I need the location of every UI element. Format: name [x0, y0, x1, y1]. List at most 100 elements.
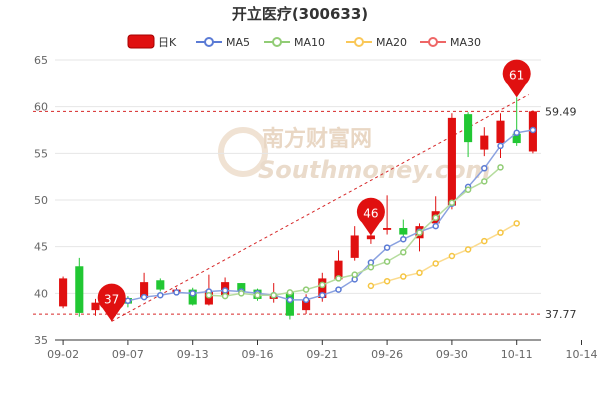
pin-shape [502, 59, 531, 98]
legend-dot-ma5 [204, 37, 214, 47]
legend-item-ma20[interactable]: MA20 [346, 36, 407, 49]
y-tick-label: 50 [34, 194, 48, 207]
candle-10-14 [464, 112, 473, 158]
ma20-point [400, 273, 407, 280]
legend-label-ma30: MA30 [450, 36, 481, 49]
ma10-point [481, 178, 488, 185]
candle-body [512, 133, 521, 144]
candle-body [91, 302, 100, 311]
ma10-point [351, 271, 358, 278]
max-price-label: 59.49 [545, 105, 577, 118]
pin-label: 46 [363, 206, 378, 220]
ma10-point [367, 263, 375, 271]
price-pin-46: 46 [356, 197, 385, 236]
legend-label-日k: 日K [158, 36, 177, 49]
candle-body [59, 278, 68, 307]
candle-09-28 [350, 226, 359, 261]
ma5-point [319, 291, 326, 299]
legend-item-ma30[interactable]: MA30 [420, 36, 481, 49]
ma5-point [189, 290, 196, 297]
candle-body [366, 235, 375, 240]
candle-body [188, 289, 197, 305]
candle-body [334, 260, 343, 280]
pin-shape [356, 197, 385, 236]
y-tick-label: 35 [34, 334, 48, 347]
x-tick-label: 09-21 [306, 348, 338, 361]
ma20-point [481, 237, 488, 245]
ma5-point [432, 222, 439, 230]
ma20-point [383, 277, 391, 285]
price-pin-61: 61 [502, 59, 531, 98]
ma5-point [513, 129, 520, 137]
x-axis: 09-02 09-07 09-13 09-16 09-21 09-26 09-30 10-11… [47, 339, 598, 361]
candle-10-13 [447, 113, 456, 210]
ma10-point [432, 214, 439, 221]
ma10-point [286, 289, 294, 296]
chart-legend[interactable]: 日K MA5 MA10 MA20 MA30 [127, 34, 481, 49]
y-tick-label: 55 [34, 147, 48, 160]
legend-item-日k[interactable]: 日K [127, 34, 177, 49]
x-tick-label: 09-30 [436, 348, 468, 361]
ma20-line [370, 222, 518, 287]
legend-item-ma5[interactable]: MA5 [196, 36, 250, 49]
x-tick-label: 09-07 [112, 348, 144, 361]
ma5-point [497, 142, 504, 150]
x-tick-label: 10-14 [566, 348, 598, 361]
ma10-point [416, 229, 423, 236]
ma5-point [140, 293, 148, 301]
pin-shape [97, 283, 126, 322]
candle-body [480, 135, 489, 150]
y-tick-label: 45 [34, 241, 48, 254]
candle-body [75, 266, 84, 313]
ma10-point [497, 164, 504, 171]
candle-body [302, 299, 311, 311]
ma5-point [481, 165, 488, 172]
watermark-cn: 南方财富网 [262, 126, 372, 152]
ma10-point [400, 249, 407, 256]
candle-09-06 [91, 298, 100, 316]
ma20-point [432, 260, 439, 267]
y-axis: 35 40 45 50 55 60 65 [34, 54, 48, 347]
ma5-point [221, 287, 229, 294]
ma10-point [221, 292, 229, 300]
pin-label: 37 [104, 292, 119, 306]
candle-body [447, 117, 456, 206]
x-tick-label: 10-11 [501, 348, 533, 361]
ma20-point [416, 269, 423, 277]
y-tick-label: 65 [34, 54, 48, 67]
ma5-point [302, 296, 310, 304]
ma5-point [173, 289, 180, 296]
ma10-point [448, 199, 456, 207]
candle-09-30 [383, 195, 392, 235]
legend-item-ma10[interactable]: MA10 [264, 36, 325, 49]
candle-body [383, 228, 392, 230]
ma5-point [286, 296, 294, 304]
y-tick-label: 60 [34, 101, 48, 114]
pin-label: 61 [509, 68, 524, 82]
ma20-point [497, 229, 504, 236]
ma5-point [124, 297, 132, 305]
x-tick-label: 09-02 [47, 348, 79, 361]
ma10-point [335, 275, 342, 282]
y-tick-label: 40 [34, 287, 48, 300]
legend-swatch-kline [127, 34, 155, 49]
ma10-point [319, 281, 326, 289]
chart-grid [55, 59, 541, 341]
chart-title: 开立医疗(300633) [232, 5, 368, 23]
legend-label-ma10: MA10 [294, 36, 325, 49]
ma10-point [270, 291, 277, 299]
candle-10-08 [399, 219, 408, 239]
ma5-point [400, 235, 407, 243]
candle-10-19 [512, 97, 521, 146]
legend-dot-ma10 [272, 37, 282, 47]
candle-body [140, 282, 149, 298]
candle-body [399, 228, 408, 235]
price-markers: 37 46 61 [97, 59, 531, 322]
trend-line [111, 94, 529, 322]
candle-09-13 [156, 278, 165, 292]
ma5-point [529, 126, 537, 134]
ma5-point [157, 291, 164, 299]
x-tick-label: 09-16 [242, 348, 274, 361]
